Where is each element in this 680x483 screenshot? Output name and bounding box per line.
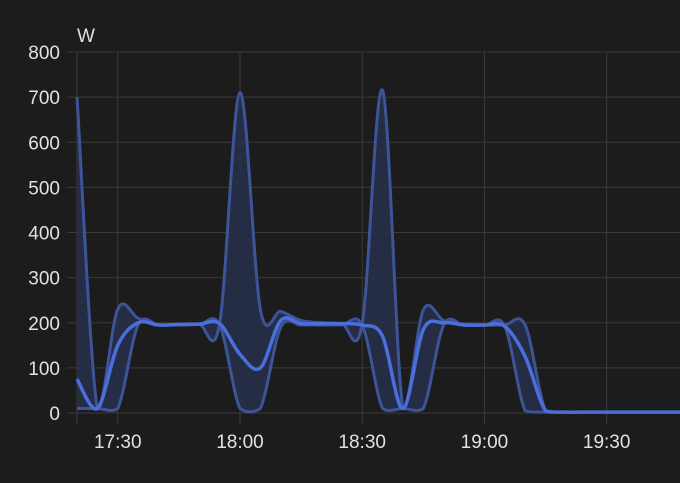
min-max-band [77, 89, 680, 413]
x-tick-label: 18:30 [338, 432, 386, 453]
y-tick-label: 300 [28, 269, 60, 290]
y-tick-label: 400 [28, 224, 60, 245]
x-tick-label: 17:30 [94, 432, 142, 453]
y-tick-label: 0 [49, 404, 60, 425]
x-tick-label: 19:00 [461, 432, 509, 453]
y-tick-label: 100 [28, 359, 60, 380]
axes: 0 100 200 300 400 500 600 700 800 17:30 18:00 18:30… [28, 43, 630, 453]
y-tick-label: 700 [28, 88, 60, 109]
x-tick-label: 19:30 [583, 432, 631, 453]
x-tick-label: 18:00 [216, 432, 264, 453]
y-tick-label: 800 [28, 43, 60, 64]
y-axis-unit: W [77, 26, 95, 47]
y-tick-label: 600 [28, 133, 60, 154]
y-tick-label: 500 [28, 178, 60, 199]
mean-series-line [75, 316, 680, 414]
y-tick-label: 200 [28, 314, 60, 335]
